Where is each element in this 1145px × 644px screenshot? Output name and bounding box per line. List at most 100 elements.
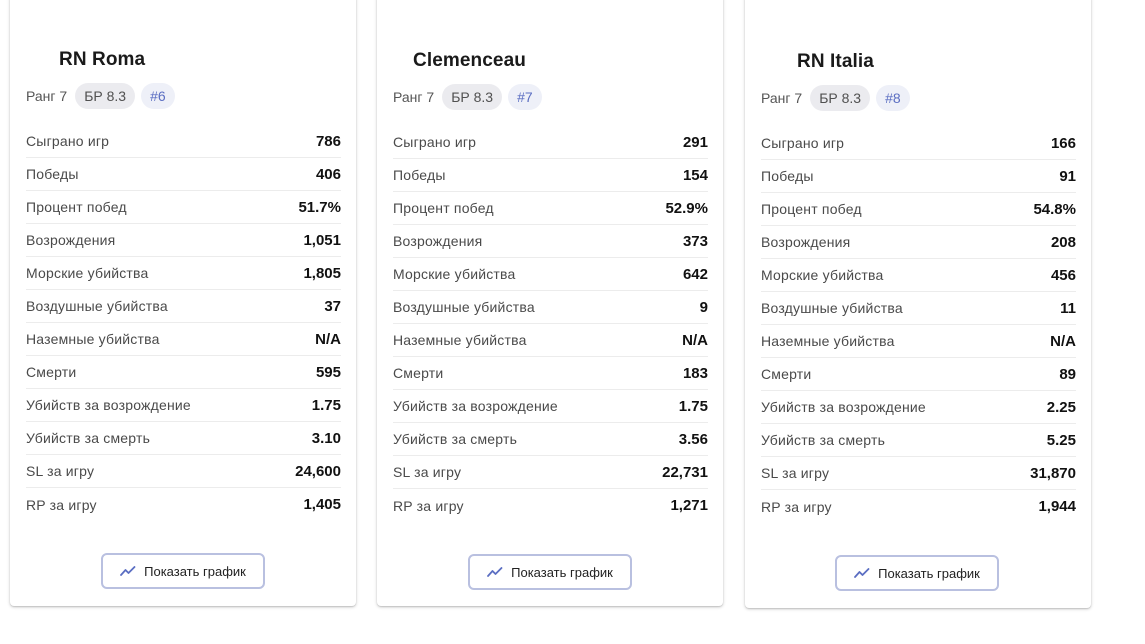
stat-value: 642: [682, 265, 708, 283]
stat-label: Убийств за возрождение: [761, 399, 926, 415]
stat-value: 786: [315, 132, 341, 150]
show-chart-label: Показать график: [144, 563, 246, 579]
stat-value: 1,805: [303, 264, 341, 282]
show-chart-button[interactable]: Показать график: [101, 553, 265, 589]
vehicle-meta: Ранг 7 БР 8.3 #6: [26, 83, 175, 109]
stat-label: Наземные убийства: [26, 331, 160, 347]
stat-row: Сыграно игр 291: [393, 126, 708, 159]
stat-value: N/A: [315, 330, 341, 348]
stat-value: 595: [315, 363, 341, 381]
stat-value: 1,405: [303, 496, 341, 513]
stat-row: Смерти 595: [26, 356, 341, 389]
vehicle-meta: Ранг 7 БР 8.3 #7: [393, 84, 542, 110]
rank-label: Ранг 7: [761, 90, 803, 106]
stat-value: 52.9%: [665, 199, 708, 217]
stat-value: 2.25: [1046, 398, 1076, 416]
stat-value: 31,870: [1030, 464, 1076, 482]
stat-label: Морские убийства: [761, 267, 884, 283]
stat-row: Победы 91: [761, 160, 1076, 193]
stat-value: 154: [682, 166, 708, 184]
stat-row: Морские убийства 642: [393, 258, 708, 291]
stat-label: Воздушные убийства: [761, 300, 903, 316]
stat-value: 22,731: [662, 463, 708, 481]
stat-row: Сыграно игр 786: [26, 125, 341, 158]
show-chart-label: Показать график: [511, 564, 613, 580]
stat-row: RP за игру 1,944: [761, 490, 1076, 523]
stat-row: Процент побед 52.9%: [393, 192, 708, 225]
stat-value: 54.8%: [1033, 200, 1076, 218]
stat-value: 291: [682, 133, 708, 151]
stat-row: Наземные убийства N/A: [393, 324, 708, 357]
stat-value: 208: [1050, 233, 1076, 251]
stat-label: Убийств за возрождение: [26, 397, 191, 413]
vehicle-card: RN Italia Ранг 7 БР 8.3 #8 Сыграно игр 16…: [745, 0, 1091, 608]
vehicle-name: RN Italia: [797, 51, 874, 72]
stat-row: Победы 154: [393, 159, 708, 192]
stat-row: Смерти 183: [393, 357, 708, 390]
stat-row: Убийств за смерть 5.25: [761, 424, 1076, 457]
stat-label: Убийств за смерть: [761, 432, 886, 448]
br-chip: БР 8.3: [810, 85, 871, 111]
stat-label: Процент побед: [761, 201, 862, 217]
stat-value: 89: [1059, 365, 1076, 383]
stat-value: 1.75: [311, 396, 341, 414]
stat-value: 1,051: [303, 231, 341, 249]
stat-value: 3.10: [311, 429, 341, 447]
stat-row: Морские убийства 456: [761, 259, 1076, 292]
trending-line-icon: [854, 567, 870, 579]
stat-value: 11: [1060, 299, 1076, 317]
stat-label: Процент побед: [393, 200, 494, 216]
stat-value: 456: [1050, 266, 1076, 284]
stat-value: 1,271: [670, 497, 708, 514]
stat-label: Победы: [393, 167, 446, 183]
stat-label: Убийств за смерть: [26, 430, 151, 446]
stat-row: Возрождения 373: [393, 225, 708, 258]
stat-label: Сыграно игр: [761, 135, 845, 151]
stat-label: Убийств за возрождение: [393, 398, 558, 414]
stats-list: Сыграно игр 786 Победы 406 Процент побед 51…: [26, 125, 341, 521]
stat-value: 5.25: [1046, 431, 1076, 449]
stat-label: SL за игру: [761, 465, 830, 481]
stat-row: RP за игру 1,405: [26, 488, 341, 521]
show-chart-label: Показать график: [878, 565, 980, 581]
stat-label: Сыграно игр: [393, 134, 477, 150]
show-chart-button[interactable]: Показать график: [468, 554, 632, 590]
stat-label: Морские убийства: [26, 265, 149, 281]
stat-row: Победы 406: [26, 158, 341, 191]
vehicle-card: RN Roma Ранг 7 БР 8.3 #6 Сыграно игр 786 …: [10, 0, 356, 606]
stat-label: Воздушные убийства: [26, 298, 168, 314]
stats-list: Сыграно игр 166 Победы 91 Процент побед 54.…: [761, 127, 1076, 523]
show-chart-button[interactable]: Показать график: [835, 555, 999, 591]
stat-label: SL за игру: [26, 463, 95, 479]
stat-label: Воздушные убийства: [393, 299, 535, 315]
stat-value: 373: [682, 232, 708, 250]
stat-value: 24,600: [295, 462, 341, 480]
stat-value: 183: [682, 364, 708, 382]
trending-line-icon: [487, 566, 503, 578]
stat-value: 37: [324, 297, 341, 315]
place-chip: #8: [876, 85, 910, 111]
stat-row: Сыграно игр 166: [761, 127, 1076, 160]
stat-label: Смерти: [393, 365, 444, 381]
stat-row: RP за игру 1,271: [393, 489, 708, 522]
stat-label: RP за игру: [393, 497, 464, 514]
stat-label: SL за игру: [393, 464, 462, 480]
stat-value: N/A: [1050, 332, 1076, 350]
stat-row: SL за игру 24,600: [26, 455, 341, 488]
stat-label: Победы: [761, 168, 814, 184]
stat-label: Наземные убийства: [393, 332, 527, 348]
stat-label: Наземные убийства: [761, 333, 895, 349]
vehicle-meta: Ранг 7 БР 8.3 #8: [761, 85, 910, 111]
rank-label: Ранг 7: [26, 88, 68, 104]
stat-label: Морские убийства: [393, 266, 516, 282]
stat-row: Воздушные убийства 9: [393, 291, 708, 324]
stat-row: Убийств за возрождение 1.75: [393, 390, 708, 423]
stat-label: Сыграно игр: [26, 133, 110, 149]
stat-value: 51.7%: [298, 198, 341, 216]
stat-value: 9: [699, 298, 708, 316]
rank-label: Ранг 7: [393, 89, 435, 105]
stat-row: Воздушные убийства 11: [761, 292, 1076, 325]
stat-row: Возрождения 1,051: [26, 224, 341, 257]
stats-list: Сыграно игр 291 Победы 154 Процент побед 52…: [393, 126, 708, 522]
stat-value: 1.75: [678, 397, 708, 415]
